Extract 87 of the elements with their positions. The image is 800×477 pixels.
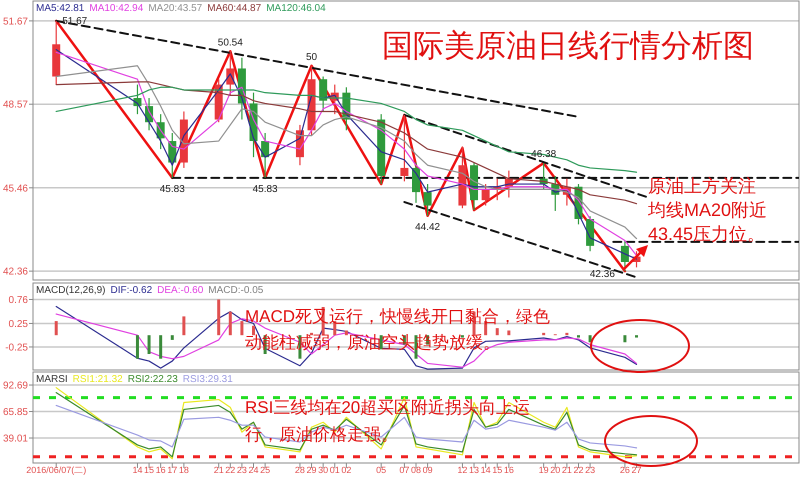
series-label: MACD:-0.05 <box>208 285 264 296</box>
bar <box>460 335 464 338</box>
candlestick <box>482 183 490 206</box>
y-tick-label: 39.01 <box>2 434 28 445</box>
text: RSI3:29.31 <box>182 374 234 385</box>
x-tick-label: 09 <box>422 465 433 475</box>
bar <box>159 335 162 359</box>
x-tick-label: 07 <box>399 465 410 475</box>
y-tick-label: -0.25 <box>5 342 28 354</box>
x-tick-label: 21 <box>214 465 224 475</box>
candlestick <box>319 76 328 112</box>
x-tick-label: 18 <box>178 465 189 475</box>
bar <box>136 335 139 359</box>
x-tick-label: 16 <box>504 465 514 475</box>
bar <box>228 312 232 336</box>
bar <box>240 321 244 336</box>
bar <box>623 335 626 342</box>
x-tick-label: 22 <box>225 465 236 475</box>
candlestick <box>620 240 629 272</box>
y-tick-label: 51.67 <box>2 16 28 28</box>
y-tick-label: 65.85 <box>2 407 28 418</box>
bar <box>252 326 256 336</box>
text: RSI2:22.23 <box>128 374 178 385</box>
legend-title: MARSI <box>36 374 68 385</box>
candlestick <box>400 114 408 182</box>
bar <box>507 330 510 336</box>
annotation: 原油上方关注均线MA20附近43.45压力位。 <box>647 176 768 244</box>
text: DIF:-0.62 <box>110 285 153 296</box>
x-tick-label: 05 <box>376 465 386 475</box>
x-tick-label: 20 <box>550 465 560 475</box>
bar <box>148 335 151 354</box>
bar <box>588 335 592 342</box>
x-tick-label: 13 <box>469 465 480 475</box>
x-tick-label: 08 <box>410 465 422 475</box>
x-tick-label: 21 <box>562 465 572 475</box>
x-tick-label: 14 <box>480 465 491 475</box>
bar <box>217 299 220 336</box>
bar <box>496 328 499 336</box>
x-tick-label: 01 <box>330 465 340 475</box>
candlestick <box>424 183 432 216</box>
text: 国际美原油日线行情分析图 <box>382 28 754 63</box>
annotation: 45.83 <box>160 184 186 195</box>
y-tick-label: 48.57 <box>2 100 28 111</box>
x-tick-label: 17 <box>167 465 178 475</box>
y-tick-label: 45.46 <box>2 183 28 194</box>
legend-title: MACD(12,26,9) <box>36 285 106 296</box>
x-tick-label: 30 <box>318 465 328 475</box>
y-tick-label: 0.25 <box>8 318 28 330</box>
text: MA20:43.57 <box>148 3 203 14</box>
text: DEA:-0.60 <box>157 285 204 296</box>
x-tick-label: 16 <box>156 465 166 475</box>
line-series <box>56 81 638 204</box>
annotation: 42.36 <box>590 269 616 280</box>
x-tick-label: 14 <box>132 465 142 475</box>
series-label: RSI1:21.32 <box>72 374 124 385</box>
annotation: 50 <box>306 52 318 63</box>
y-tick-label: 42.36 <box>2 266 28 278</box>
x-tick-label: 23 <box>585 465 596 475</box>
bar <box>576 335 580 338</box>
text: MA60:44.87 <box>207 3 262 14</box>
x-tick-label: 24 <box>248 465 259 475</box>
text: MA5:42.81 <box>36 3 85 14</box>
x-tick-label: 22 <box>573 465 584 475</box>
x-tick-label: 25 <box>260 465 270 475</box>
annotation: 51.67 <box>62 16 88 27</box>
annotation: 45.83 <box>252 184 278 195</box>
text: MA120:46.04 <box>266 3 326 14</box>
x-tick-label: 23 <box>236 465 247 475</box>
x-tick-label: 02 <box>341 465 352 475</box>
bar <box>170 335 174 340</box>
x-tick-label: 26 <box>620 465 630 475</box>
y-tick-label: 0.76 <box>8 294 28 306</box>
x-tick-label: 15 <box>144 465 154 475</box>
x-tick-label: 19 <box>538 465 549 475</box>
text: MA10:42.94 <box>89 3 144 14</box>
x-tick-label: 27 <box>632 465 642 475</box>
annotation: 50.54 <box>218 37 244 48</box>
annotation: 44.42 <box>415 222 441 233</box>
bar <box>182 316 186 336</box>
x-tick-label: 2016/06/07(二) <box>26 465 86 475</box>
x-tick-label: 15 <box>492 465 502 475</box>
bar <box>635 335 638 338</box>
bar <box>54 321 58 336</box>
y-tick-label: 92.69 <box>2 380 28 392</box>
x-tick-label: 12 <box>457 465 468 475</box>
x-tick-label: 29 <box>306 465 317 475</box>
x-tick-label: 28 <box>294 465 305 475</box>
